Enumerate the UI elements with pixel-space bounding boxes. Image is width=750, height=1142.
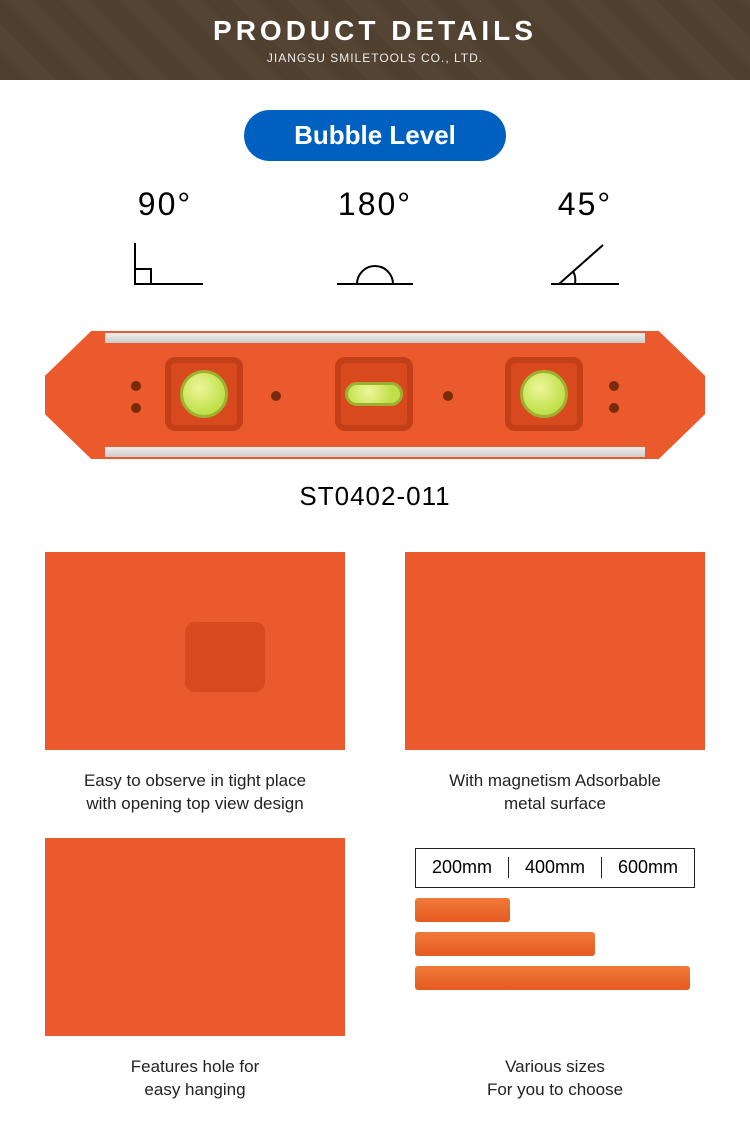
- product-type-badge: Bubble Level: [244, 110, 506, 161]
- header-banner: PRODUCT DETAILS JIANGSU SMILETOOLS CO., …: [0, 0, 750, 80]
- level-tool-image: [45, 331, 705, 459]
- angle-label: 90°: [75, 186, 255, 223]
- feature-caption: Easy to observe in tight place with open…: [44, 770, 346, 816]
- badge-container: Bubble Level: [0, 110, 750, 161]
- caption-line: with opening top view design: [86, 794, 303, 813]
- screw-icon: [131, 381, 141, 391]
- angle-90: 90°: [75, 186, 255, 291]
- feature-caption: Features hole for easy hanging: [44, 1056, 346, 1102]
- angle-label: 180°: [285, 186, 465, 223]
- company-name: JIANGSU SMILETOOLS CO., LTD.: [267, 51, 483, 65]
- caption-line: Easy to observe in tight place: [84, 771, 306, 790]
- vial-slot: [335, 357, 413, 431]
- screw-icon: [271, 391, 281, 401]
- caption-line: Features hole for: [131, 1057, 260, 1076]
- bubble-vial-icon: [520, 370, 568, 418]
- bubble-vial-icon: [180, 370, 228, 418]
- angle-label: 45°: [495, 186, 675, 223]
- sizes-header: 200mm 400mm 600mm: [415, 848, 695, 888]
- screw-icon: [609, 403, 619, 413]
- feature-card: 200mm 400mm 600mm Various sizes For you …: [404, 838, 706, 1102]
- angle-spec-row: 90° 180° 45°: [0, 186, 750, 311]
- bubble-vial-icon: [345, 382, 403, 406]
- feature-card: With magnetism Adsorbable metal surface: [404, 552, 706, 816]
- angle-180-icon: [335, 241, 415, 286]
- size-bar-icon: [415, 898, 510, 922]
- screw-icon: [443, 391, 453, 401]
- caption-line: For you to choose: [487, 1080, 623, 1099]
- feature-image: [45, 552, 345, 750]
- angle-90-icon: [125, 241, 205, 286]
- feature-card: Easy to observe in tight place with open…: [44, 552, 346, 816]
- screw-icon: [131, 403, 141, 413]
- screw-icon: [609, 381, 619, 391]
- feature-caption: With magnetism Adsorbable metal surface: [404, 770, 706, 816]
- feature-image: [45, 838, 345, 1036]
- angle-45-icon: [545, 241, 625, 286]
- page-title: PRODUCT DETAILS: [213, 15, 537, 47]
- feature-grid: Easy to observe in tight place with open…: [0, 522, 750, 1142]
- feature-image-sizes: 200mm 400mm 600mm: [405, 838, 705, 1036]
- angle-45: 45°: [495, 186, 675, 291]
- caption-line: easy hanging: [144, 1080, 245, 1099]
- size-option: 200mm: [416, 857, 509, 878]
- feature-card: Features hole for easy hanging: [44, 838, 346, 1102]
- size-bar-icon: [415, 932, 595, 956]
- size-bar-icon: [415, 966, 690, 990]
- caption-line: metal surface: [504, 794, 606, 813]
- feature-caption: Various sizes For you to choose: [404, 1056, 706, 1102]
- product-sku: ST0402-011: [40, 481, 710, 512]
- size-option: 400mm: [509, 857, 602, 878]
- feature-image: [405, 552, 705, 750]
- caption-line: With magnetism Adsorbable: [449, 771, 661, 790]
- vial-slot: [165, 357, 243, 431]
- caption-line: Various sizes: [505, 1057, 605, 1076]
- size-option: 600mm: [602, 857, 694, 878]
- angle-180: 180°: [285, 186, 465, 291]
- vial-slot: [505, 357, 583, 431]
- product-hero: ST0402-011: [0, 311, 750, 522]
